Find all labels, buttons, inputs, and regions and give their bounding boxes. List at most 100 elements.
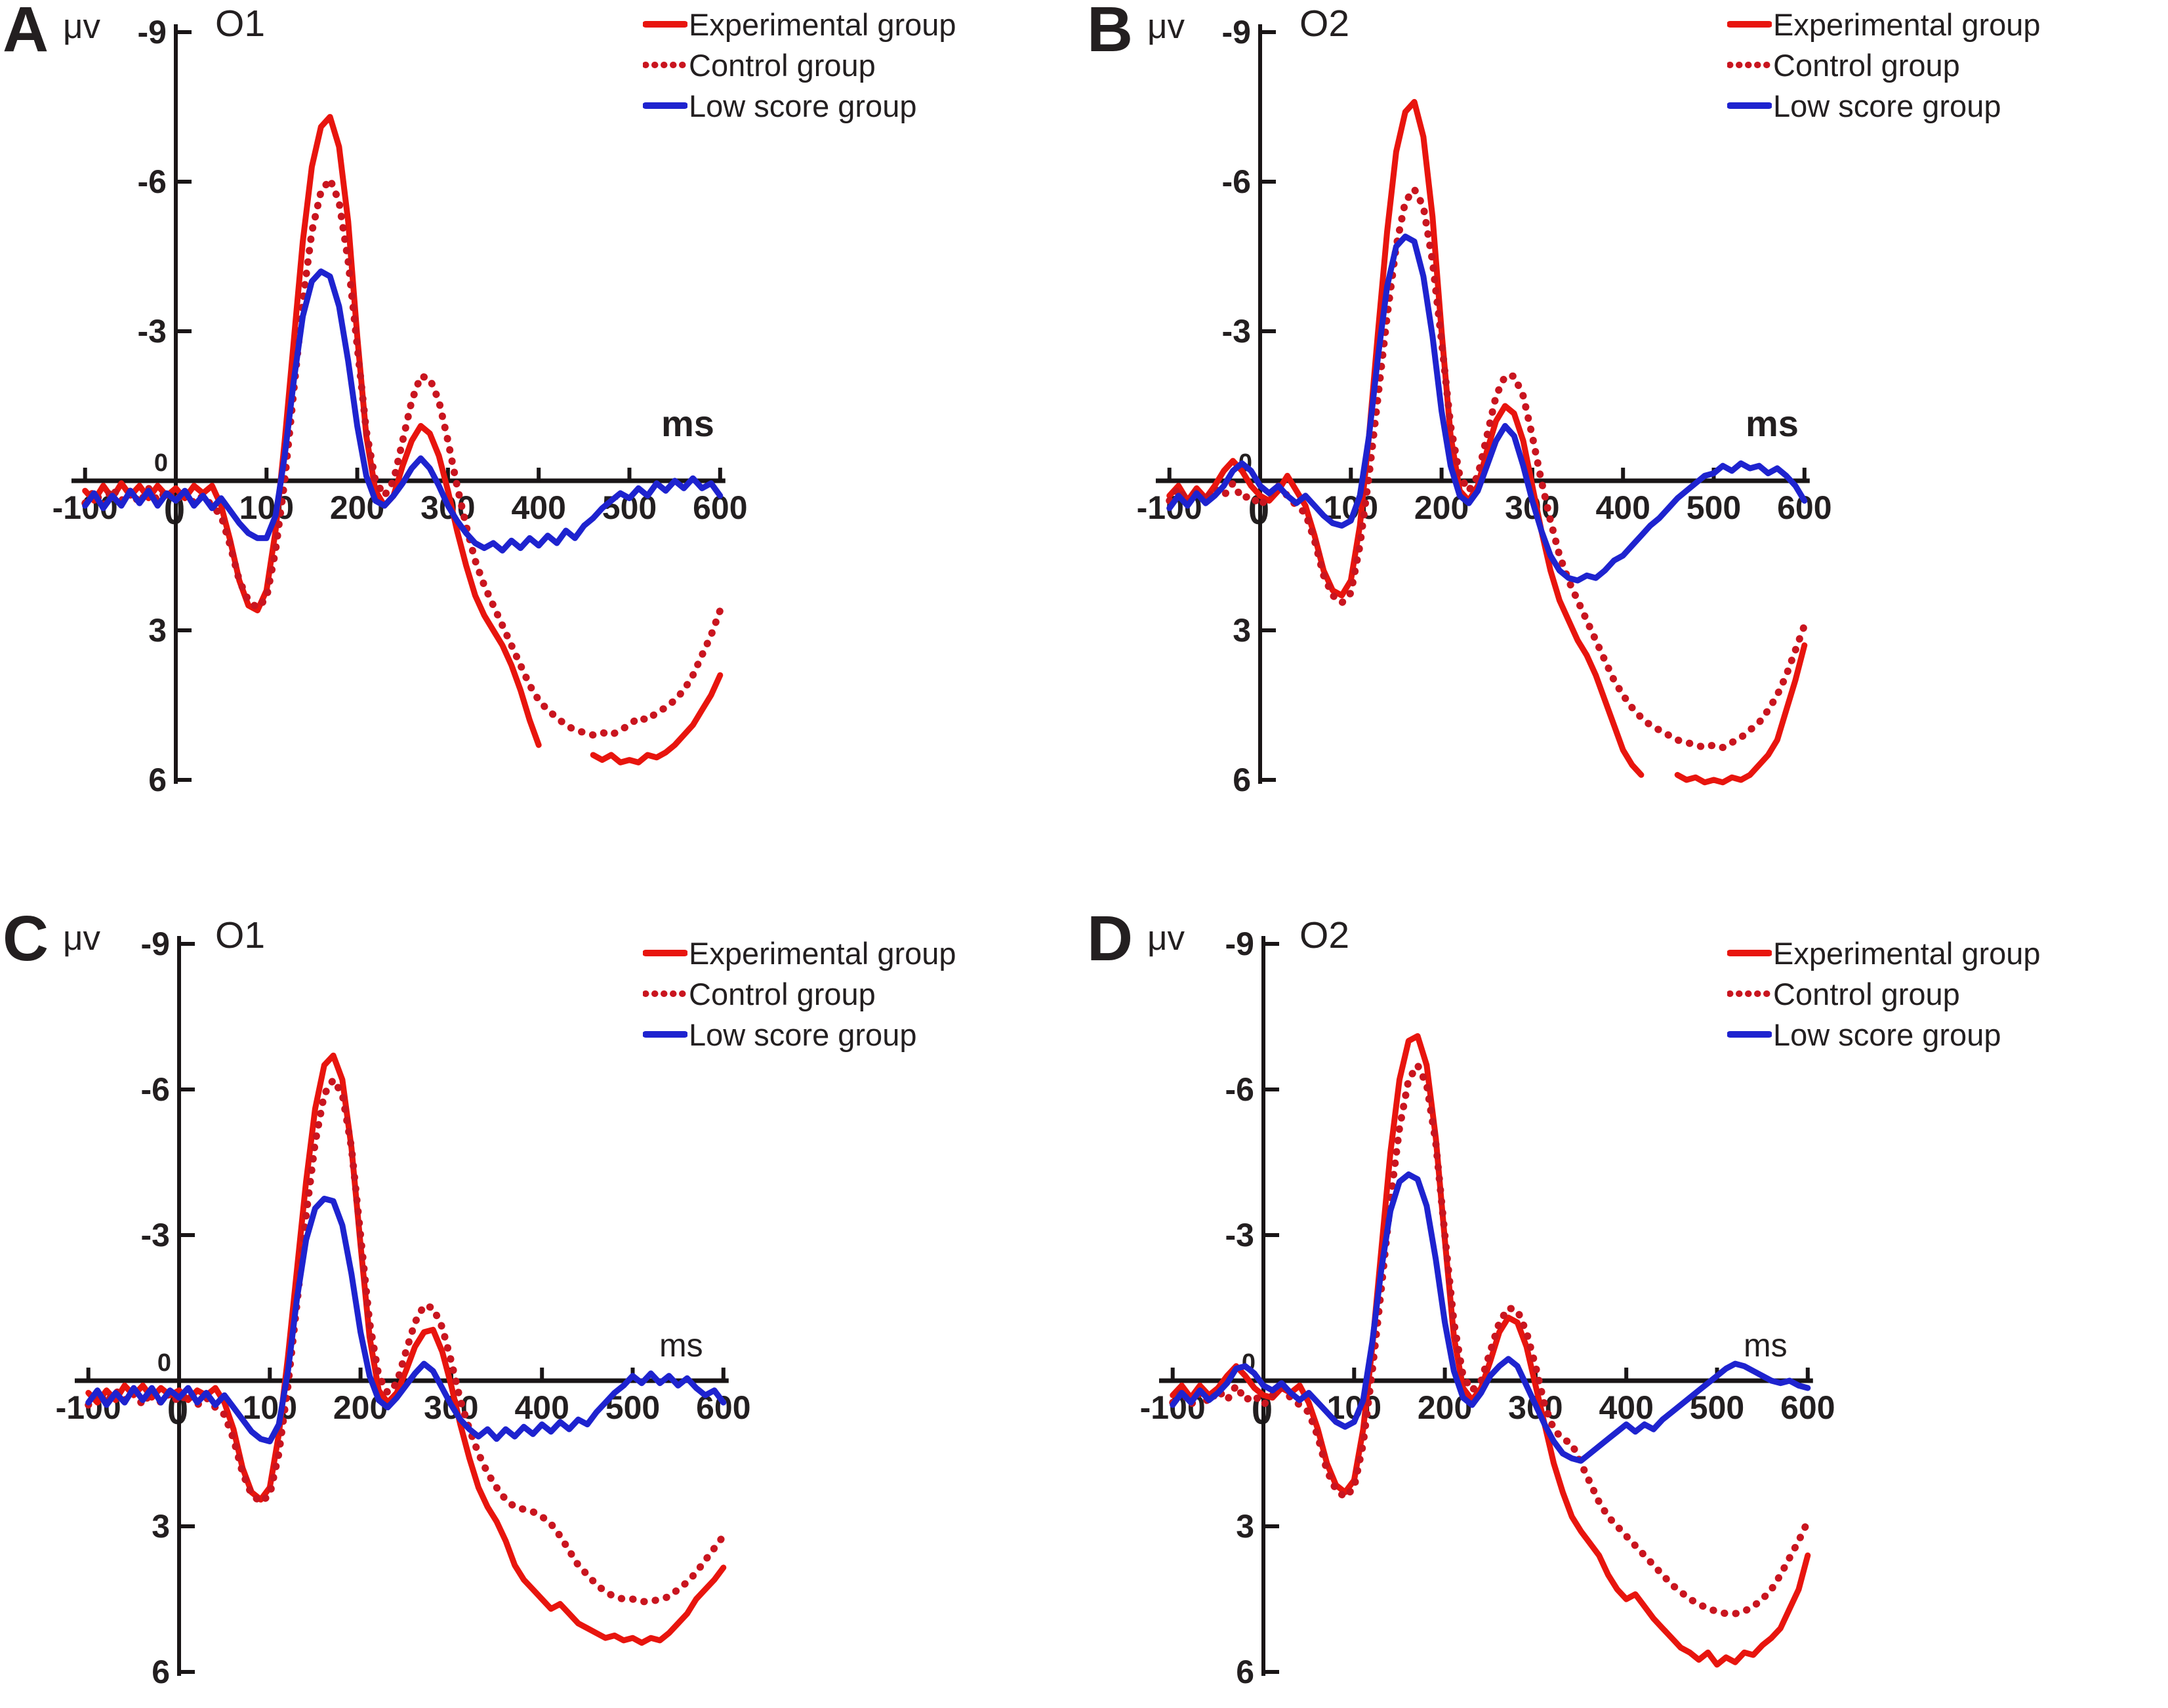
y-tick-label: 3 xyxy=(152,1508,170,1545)
solid-line-swatch xyxy=(643,102,687,109)
y-tick-label: 6 xyxy=(1233,762,1251,798)
legend-item: Experimental group xyxy=(1727,7,2041,42)
y-tick-label: 3 xyxy=(148,612,167,649)
waveform-experimental-group xyxy=(85,1052,727,1646)
y-tick-label: -6 xyxy=(1221,163,1251,200)
x-tick-label: -100 xyxy=(52,489,118,526)
panel-A: A μv O1 ms -100 100 200 300 400 500 600 -9 -6 -3 3… xyxy=(0,0,1084,854)
y-zero-label: 0 xyxy=(153,449,168,477)
y-tick-label: -3 xyxy=(1221,313,1251,350)
waveform-plot xyxy=(1155,24,1810,786)
legend-item: Low score group xyxy=(1727,1017,2001,1052)
x-tick-label: 300 xyxy=(1505,489,1560,526)
legend-label: Experimental group xyxy=(1773,7,2041,42)
legend-item: Low score group xyxy=(1727,88,2001,123)
waveform-plot xyxy=(71,24,726,784)
x-tick-label: 100 xyxy=(1323,489,1379,526)
electrode-title: O1 xyxy=(215,914,266,956)
y-tick-label: -6 xyxy=(140,1071,170,1108)
legend-label: Experimental group xyxy=(1773,935,2041,971)
x-tick-label: 200 xyxy=(1414,489,1469,526)
y-tick-label: -3 xyxy=(137,313,167,350)
panel-letter: B xyxy=(1087,0,1134,65)
x-tick-label: 500 xyxy=(1686,489,1742,526)
legend-item: Experimental group xyxy=(643,935,956,971)
x-tick-label: 400 xyxy=(1599,1389,1654,1426)
waveform-plot xyxy=(74,936,729,1676)
legend-label: Low score group xyxy=(1773,88,2001,123)
x-axis-unit-label: ms xyxy=(659,1327,703,1364)
legend-label: Experimental group xyxy=(689,7,956,42)
solid-line-swatch xyxy=(1727,1031,1772,1038)
x-tick-label: 300 xyxy=(420,489,476,526)
electrode-title: O2 xyxy=(1299,3,1350,45)
x-zero-label: 0 xyxy=(167,1386,189,1434)
x-tick-label: 600 xyxy=(696,1389,751,1426)
solid-line-swatch xyxy=(643,950,687,956)
solid-line-swatch xyxy=(1727,21,1772,28)
panel-C: C μv O1 ms -100 100 200 300 400 500 600 -9 -6 -3 3… xyxy=(0,854,1084,1708)
dotted-line-swatch xyxy=(643,62,687,68)
legend-item: Low score group xyxy=(643,88,916,123)
x-tick-label: 200 xyxy=(329,489,385,526)
dotted-line-swatch xyxy=(1727,62,1772,68)
legend-item: Control group xyxy=(1727,976,1960,1011)
x-zero-label: 0 xyxy=(1248,486,1270,534)
x-tick-label: -100 xyxy=(1136,489,1202,526)
waveform-control-group xyxy=(85,1076,727,1606)
dotted-line-swatch xyxy=(1727,990,1772,997)
waveform-plot xyxy=(1158,936,1813,1676)
waveform-experimental-group xyxy=(82,113,724,765)
legend-label: Control group xyxy=(1773,976,1960,1011)
y-tick-label: -9 xyxy=(1221,14,1251,51)
legend-item: Experimental group xyxy=(1727,935,2041,971)
y-tick-label: -3 xyxy=(1225,1217,1254,1253)
x-tick-label: 100 xyxy=(239,489,295,526)
y-tick-label: -6 xyxy=(1225,1071,1254,1108)
x-zero-label: 0 xyxy=(1251,1386,1273,1434)
y-tick-label: 6 xyxy=(1236,1654,1254,1690)
legend-label: Control group xyxy=(689,47,876,83)
x-tick-label: 200 xyxy=(333,1389,388,1426)
x-zero-label: 0 xyxy=(163,486,186,534)
y-zero-label: 0 xyxy=(157,1349,171,1377)
electrode-title: O2 xyxy=(1299,914,1350,956)
x-tick-label: -100 xyxy=(1139,1389,1206,1426)
x-tick-label: 100 xyxy=(242,1389,298,1426)
y-tick-label: 6 xyxy=(152,1654,170,1690)
panel-B: B μv O2 ms -100 100 200 300 400 500 600 -9 -6 -3 3… xyxy=(1084,0,2168,854)
legend-label: Low score group xyxy=(689,1017,917,1052)
waveform-control-group xyxy=(1166,185,1809,752)
x-tick-label: 300 xyxy=(1508,1389,1563,1426)
solid-line-swatch xyxy=(643,21,687,28)
solid-line-swatch xyxy=(643,1031,687,1038)
x-tick-label: 500 xyxy=(1689,1389,1745,1426)
x-axis-unit-label: ms xyxy=(1744,1327,1788,1364)
x-tick-label: 300 xyxy=(424,1389,479,1426)
solid-line-swatch xyxy=(1727,950,1772,956)
legend-item: Control group xyxy=(1727,47,1960,83)
y-tick-label: -9 xyxy=(1225,925,1254,962)
x-tick-label: 500 xyxy=(605,1389,661,1426)
y-axis-unit-label: μv xyxy=(1147,7,1185,46)
legend-label: Experimental group xyxy=(689,935,956,971)
legend-item: Control group xyxy=(643,47,876,83)
legend-item: Control group xyxy=(643,976,876,1011)
legend-label: Low score group xyxy=(689,88,917,123)
x-tick-label: 100 xyxy=(1326,1389,1382,1426)
y-tick-label: 6 xyxy=(148,762,167,798)
panel-letter: C xyxy=(3,903,49,974)
legend-item: Low score group xyxy=(643,1017,916,1052)
x-tick-label: 600 xyxy=(1780,1389,1835,1426)
panel-letter: D xyxy=(1087,903,1134,974)
x-tick-label: 200 xyxy=(1417,1389,1473,1426)
y-tick-label: 3 xyxy=(1233,612,1251,649)
y-tick-label: -9 xyxy=(140,925,170,962)
legend-label: Control group xyxy=(1773,47,1960,83)
panel-D: D μv O2 ms -100 100 200 300 400 500 600 -9 -6 -3 3… xyxy=(1084,854,2168,1708)
y-tick-label: 3 xyxy=(1236,1508,1254,1545)
waveform-experimental-group xyxy=(1170,1033,1811,1668)
x-axis-unit-label: ms xyxy=(661,403,714,444)
y-axis-unit-label: μv xyxy=(63,7,101,46)
